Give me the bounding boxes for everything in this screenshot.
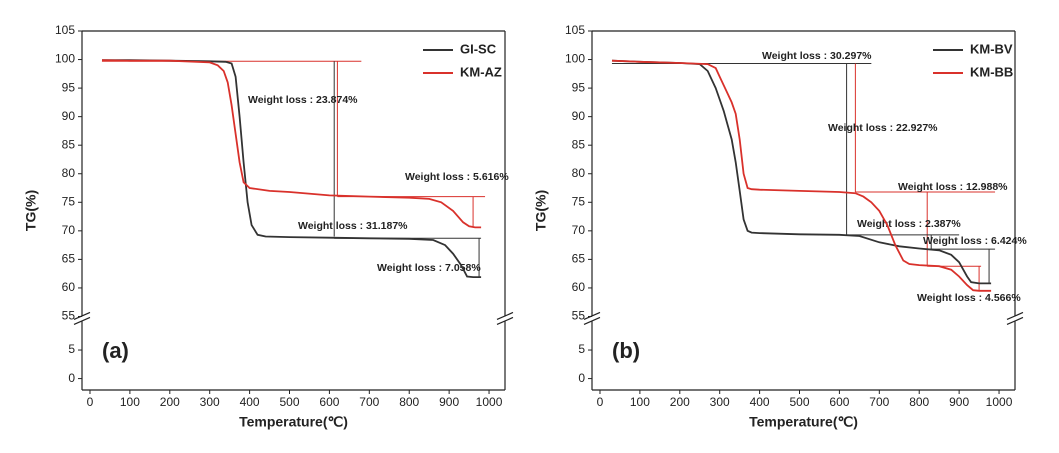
annotation-text: Weight loss : 23.874%	[248, 94, 358, 106]
panel-label: (b)	[612, 338, 640, 363]
legend-label: KM-BB	[970, 64, 1013, 79]
y-tick-label: 100	[55, 52, 75, 66]
y-tick-label: 0	[68, 371, 75, 385]
y-tick-label: 70	[62, 223, 76, 237]
x-tick-label: 400	[750, 395, 770, 409]
x-tick-label: 700	[359, 395, 379, 409]
y-tick-label: 80	[572, 166, 586, 180]
x-tick-label: 0	[87, 395, 94, 409]
y-tick-label: 105	[55, 23, 75, 37]
panel-label: (a)	[102, 338, 129, 363]
y-tick-label: 85	[572, 137, 586, 151]
annotation-text: Weight loss : 5.616%	[405, 171, 509, 183]
y-axis-title: TG(%)	[23, 190, 39, 231]
axis-break	[1006, 311, 1024, 321]
y-axis-title: TG(%)	[533, 190, 549, 231]
x-axis-title: Temperature(℃)	[239, 414, 348, 430]
y-tick-label: 65	[572, 252, 586, 266]
annotation-text: Weight loss : 12.988%	[898, 181, 1008, 193]
y-tick-label: 90	[572, 109, 586, 123]
y-tick-label: 95	[572, 80, 586, 94]
y-tick-label: 55	[62, 309, 76, 323]
x-tick-label: 600	[829, 395, 849, 409]
series-line	[102, 59, 482, 278]
y-tick-label: 105	[565, 23, 585, 37]
x-tick-label: 1000	[476, 395, 503, 409]
y-tick-label: 0	[578, 371, 585, 385]
series-line	[611, 59, 992, 285]
series-line	[611, 59, 992, 292]
legend-label: KM-BV	[970, 41, 1013, 56]
annotation-text: Weight loss : 2.387%	[857, 218, 961, 230]
annotation-text: Weight loss : 6.424%	[923, 235, 1027, 247]
y-tick-label: 75	[62, 194, 76, 208]
legend-label: KM-AZ	[460, 64, 502, 79]
axis-break	[496, 316, 514, 326]
x-tick-label: 200	[160, 395, 180, 409]
x-tick-label: 0	[597, 395, 604, 409]
y-tick-label: 60	[62, 280, 76, 294]
x-tick-label: 500	[279, 395, 299, 409]
axis-break	[496, 311, 514, 321]
x-tick-label: 500	[789, 395, 809, 409]
x-tick-label: 100	[120, 395, 140, 409]
y-tick-label: 100	[565, 52, 585, 66]
annotation-text: Weight loss : 30.297%	[762, 50, 872, 62]
y-tick-label: 65	[62, 252, 76, 266]
y-tick-label: 60	[572, 280, 586, 294]
y-tick-label: 55	[572, 309, 586, 323]
x-tick-label: 300	[200, 395, 220, 409]
y-tick-label: 85	[62, 137, 76, 151]
y-tick-label: 5	[68, 342, 75, 356]
x-tick-label: 700	[869, 395, 889, 409]
annotation-text: Weight loss : 7.058%	[377, 262, 481, 274]
y-tick-label: 80	[62, 166, 76, 180]
axis-break	[583, 316, 601, 326]
x-axis-title: Temperature(℃)	[749, 414, 858, 430]
x-tick-label: 900	[949, 395, 969, 409]
annotation-text: Weight loss : 22.927%	[828, 122, 938, 134]
x-tick-label: 300	[710, 395, 730, 409]
axis-break	[1006, 316, 1024, 326]
annotation-text: Weight loss : 4.566%	[917, 292, 1021, 304]
x-tick-label: 800	[399, 395, 419, 409]
series-line	[101, 59, 482, 229]
x-tick-label: 600	[319, 395, 339, 409]
y-tick-label: 70	[572, 223, 586, 237]
annotation-text: Weight loss : 31.187%	[298, 220, 408, 232]
axis-break	[73, 316, 91, 326]
x-tick-label: 100	[630, 395, 650, 409]
legend-label: GI-SC	[460, 41, 497, 56]
x-tick-label: 200	[670, 395, 690, 409]
x-tick-label: 900	[439, 395, 459, 409]
y-tick-label: 90	[62, 109, 76, 123]
x-tick-label: 800	[909, 395, 929, 409]
y-tick-label: 5	[578, 342, 585, 356]
x-tick-label: 400	[240, 395, 260, 409]
y-tick-label: 95	[62, 80, 76, 94]
y-tick-label: 75	[572, 194, 586, 208]
x-tick-label: 1000	[986, 395, 1013, 409]
